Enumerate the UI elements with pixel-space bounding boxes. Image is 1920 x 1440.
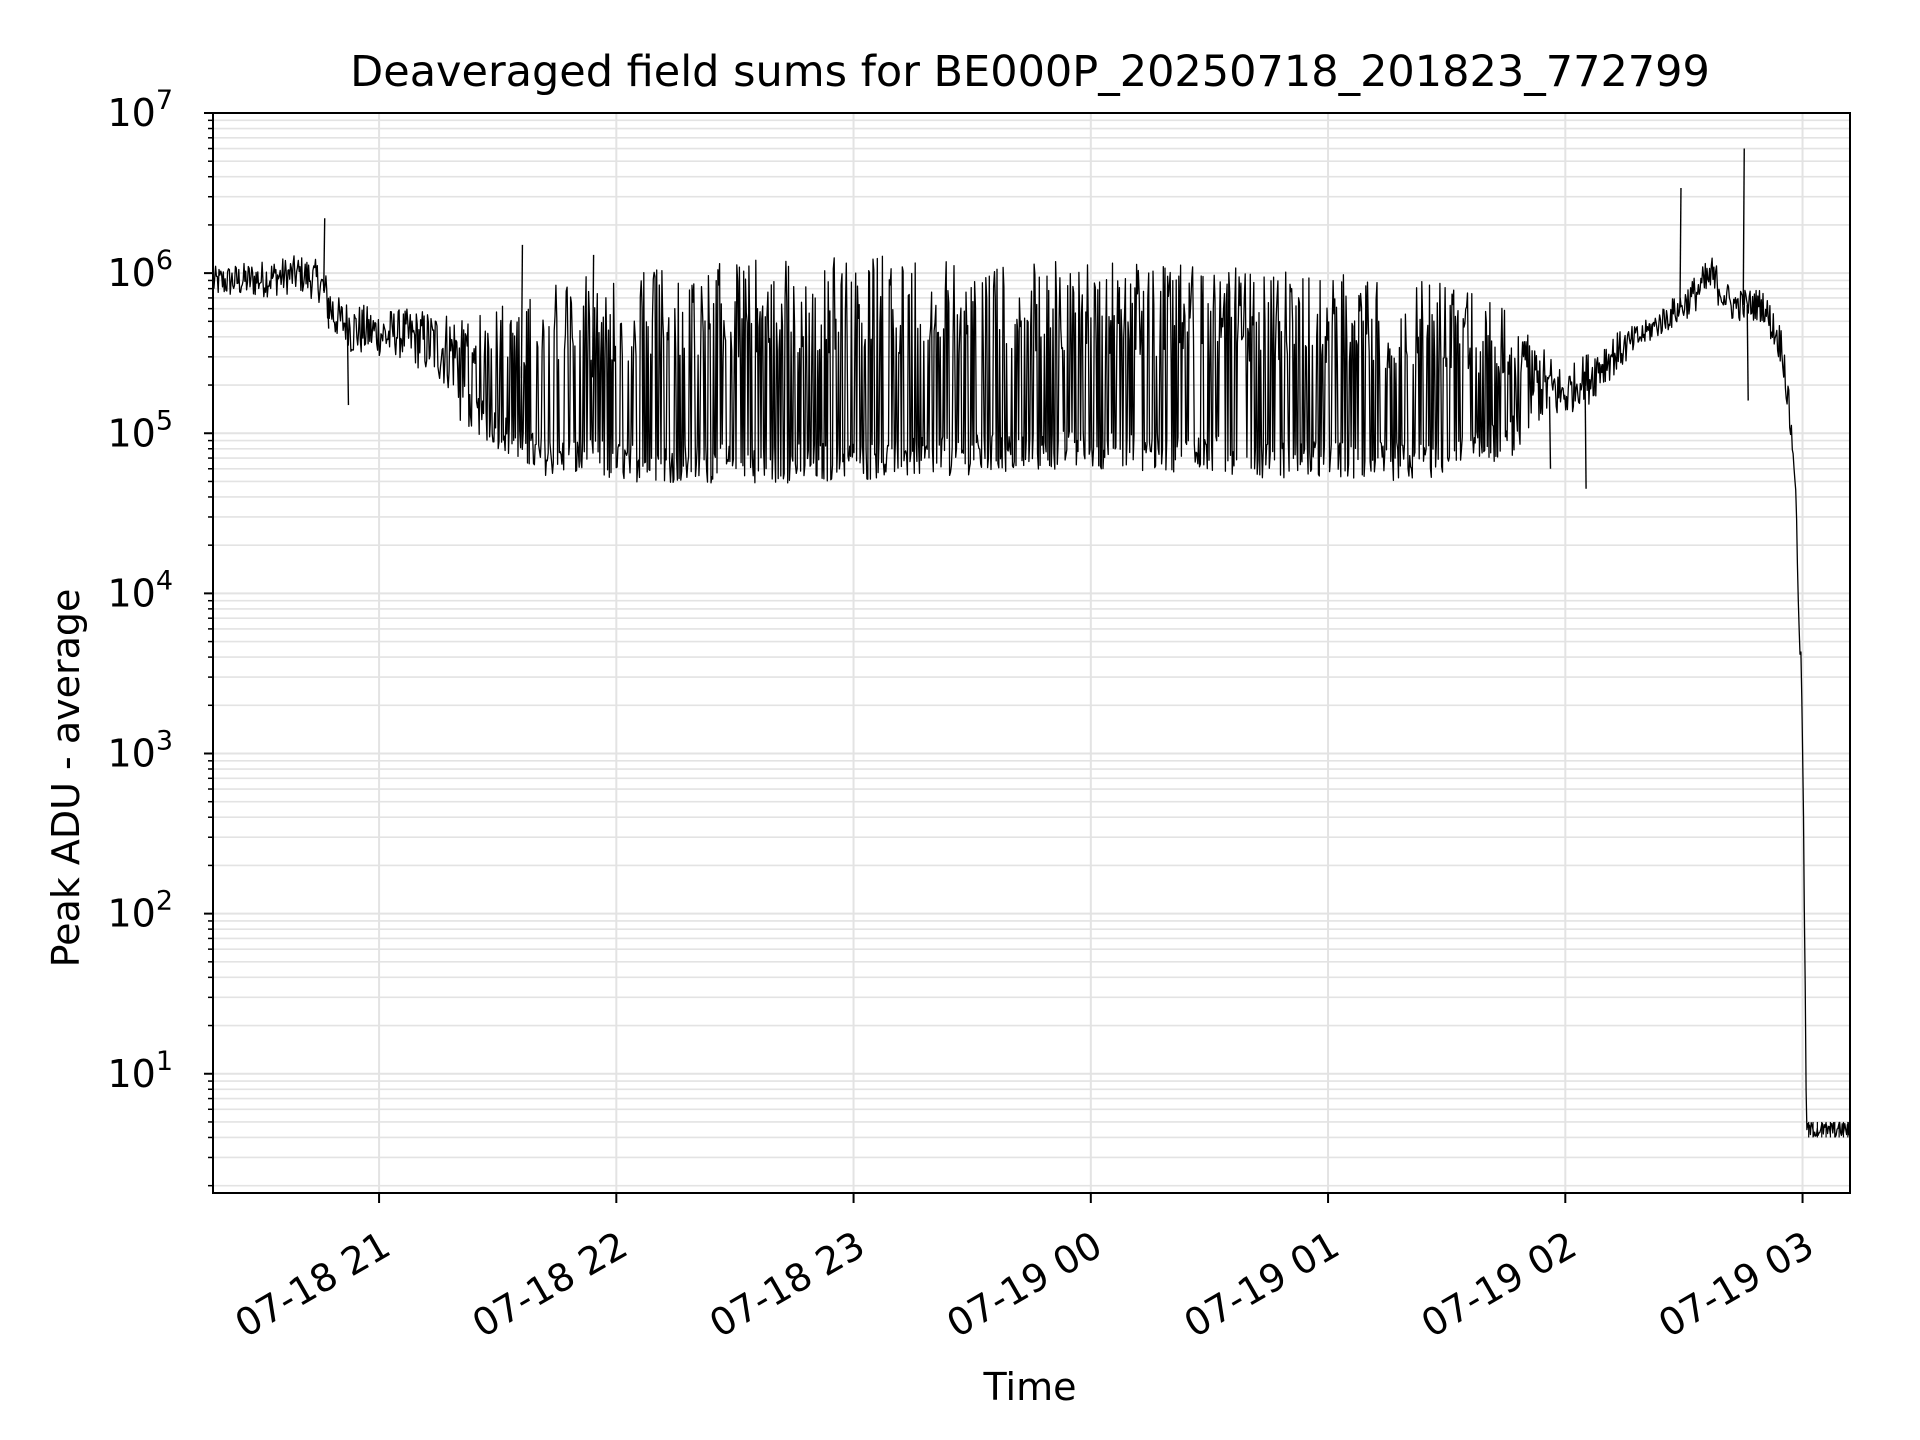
- y-tick-exponent: 7: [156, 85, 173, 116]
- y-tick-exponent: 2: [156, 886, 173, 917]
- y-tick-label: 107: [107, 85, 173, 135]
- y-axis-label: Peak ADU - average: [44, 589, 88, 968]
- y-tick-exponent: 6: [156, 245, 173, 276]
- series-spike: [1742, 148, 1745, 305]
- y-tick-base: 10: [107, 91, 155, 135]
- series-line: [212, 255, 1851, 1138]
- y-tick-label: 105: [107, 405, 173, 455]
- y-tick-base: 10: [107, 411, 155, 455]
- y-tick-base: 10: [107, 732, 155, 776]
- y-tick-base: 10: [107, 251, 155, 295]
- y-tick-exponent: 4: [156, 565, 173, 596]
- y-tick-exponent: 3: [156, 726, 173, 757]
- series-spike: [323, 218, 326, 291]
- plot-frame: [212, 112, 1851, 1194]
- series-spike: [1584, 381, 1587, 489]
- x-axis-label: Time: [983, 1365, 1077, 1409]
- series-spike: [326, 299, 330, 329]
- y-tick-label: 106: [107, 245, 173, 295]
- series-spike: [520, 244, 524, 379]
- y-tick-label: 104: [107, 565, 173, 615]
- chart-title: Deaveraged field sums for BE000P_2025071…: [350, 47, 1710, 97]
- y-tick-base: 10: [107, 1052, 155, 1096]
- grid-lines: [213, 112, 1850, 1193]
- series-spike: [1746, 304, 1749, 401]
- y-tick-exponent: 1: [156, 1046, 173, 1077]
- y-tick-label: 101: [107, 1046, 173, 1096]
- series-spike: [591, 254, 595, 378]
- series-spike: [1548, 396, 1552, 469]
- y-tick-base: 10: [107, 892, 155, 936]
- series-spike: [1679, 188, 1682, 308]
- y-tick-label: 103: [107, 726, 173, 776]
- series-layer: [212, 148, 1851, 1138]
- y-tick-exponent: 5: [156, 405, 173, 436]
- series-spike: [346, 328, 350, 406]
- y-tick-label: 102: [107, 886, 173, 936]
- y-tick-base: 10: [107, 571, 155, 615]
